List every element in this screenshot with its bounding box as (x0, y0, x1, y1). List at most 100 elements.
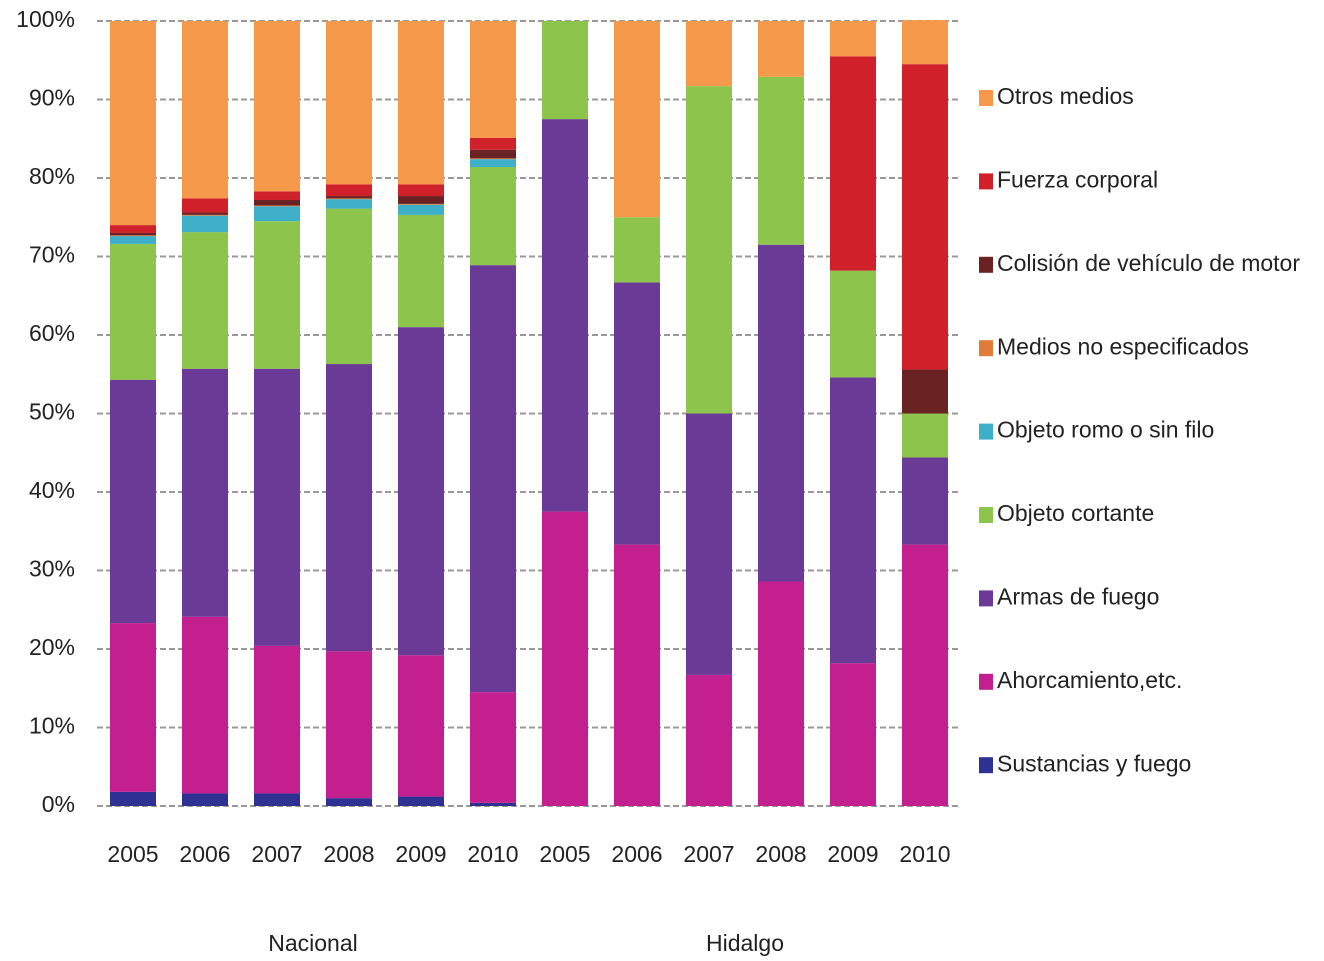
bar-segment (254, 199, 300, 206)
bar-segment (470, 167, 516, 266)
bar-segment (470, 137, 516, 150)
legend-swatch (979, 256, 993, 273)
bar-segment (830, 270, 876, 378)
y-tick-label: 50% (29, 399, 75, 425)
x-tick-label: 2008 (323, 841, 374, 867)
x-tick-label: 2010 (899, 841, 950, 867)
bar-segment (254, 645, 300, 794)
bar-segment (254, 368, 300, 646)
legend-label: Medios no especificados (997, 333, 1249, 359)
bar-segment (470, 802, 516, 806)
legend-label: Objeto cortante (997, 500, 1154, 526)
bar-segment (398, 204, 444, 215)
legend-label: Armas de fuego (997, 583, 1159, 609)
y-tick-label: 20% (29, 634, 75, 660)
bar-segment (326, 21, 372, 185)
group-label: Hidalgo (706, 930, 784, 956)
bar-segment (182, 232, 228, 369)
bar-segment (110, 243, 156, 380)
bar-segment (110, 379, 156, 624)
bar-segment (686, 86, 732, 414)
x-tick-label: 2006 (179, 841, 230, 867)
bar-segment (902, 64, 948, 370)
bar-segment (398, 655, 444, 797)
x-tick-label: 2005 (539, 841, 590, 867)
bar-segment (398, 796, 444, 806)
bar-segment (614, 21, 660, 218)
bar-segment (326, 798, 372, 806)
legend-label: Ahorcamiento,etc. (997, 667, 1182, 693)
bar-segment (182, 368, 228, 617)
bar-segment (182, 198, 228, 213)
y-tick-label: 80% (29, 163, 75, 189)
x-tick-label: 2009 (395, 841, 446, 867)
bar-segment (830, 663, 876, 806)
legend-swatch (979, 590, 993, 607)
x-tick-label: 2007 (251, 841, 302, 867)
bar-segment (326, 199, 372, 209)
group-label: Nacional (268, 930, 358, 956)
bar-segment (182, 793, 228, 806)
bar-segment (398, 184, 444, 197)
y-tick-label: 40% (29, 477, 75, 503)
bar-segment (110, 623, 156, 792)
bar-segment (758, 21, 804, 77)
bar-segment (902, 457, 948, 545)
legend-swatch (979, 423, 993, 440)
bar-segment (470, 692, 516, 803)
legend-swatch (979, 757, 993, 774)
y-tick-label: 0% (42, 791, 75, 817)
bar-segment (686, 413, 732, 675)
bar-segment (830, 377, 876, 664)
bar-segment (758, 244, 804, 582)
x-tick-label: 2007 (683, 841, 734, 867)
bar-segment (614, 217, 660, 283)
legend-label: Objeto romo o sin filo (997, 417, 1214, 443)
x-tick-label: 2009 (827, 841, 878, 867)
bar-segment (182, 616, 228, 794)
bar-segment (182, 214, 228, 216)
bar-segment (470, 21, 516, 138)
bar-segment (470, 149, 516, 159)
bar-segment (902, 369, 948, 414)
bar-segment (398, 327, 444, 656)
legend-label: Sustancias y fuego (997, 750, 1191, 776)
bar-segment (110, 21, 156, 226)
bar-segment (902, 413, 948, 458)
legend-swatch (979, 507, 993, 523)
bar-segment (470, 158, 516, 160)
bar-segment (110, 236, 156, 244)
legend-swatch (979, 340, 993, 357)
y-tick-label: 60% (29, 320, 75, 346)
bar-segment (830, 56, 876, 271)
bar-segment (686, 21, 732, 87)
bar-segment (182, 21, 228, 199)
y-tick-label: 30% (29, 556, 75, 582)
bar-segment (110, 791, 156, 806)
bar-segment (542, 119, 588, 512)
bar-segment (542, 21, 588, 120)
bar-segment (902, 544, 948, 806)
bar-segment (326, 364, 372, 652)
legend-swatch (979, 90, 993, 106)
bar-segment (398, 214, 444, 328)
bar-segment (326, 184, 372, 197)
x-tick-label: 2010 (467, 841, 518, 867)
bar-segment (254, 206, 300, 222)
bar-segment (326, 198, 372, 200)
bar-segment (326, 651, 372, 799)
legend-swatch (979, 173, 993, 190)
legend-label: Colisión de vehículo de motor (997, 250, 1300, 276)
bar-segment (758, 581, 804, 806)
bar-segment (254, 21, 300, 192)
bar-segment (398, 196, 444, 204)
x-tick-label: 2006 (611, 841, 662, 867)
bar-segment (398, 21, 444, 185)
bar-segment (542, 511, 588, 806)
bar-segment (326, 196, 372, 199)
y-tick-label: 10% (29, 713, 75, 739)
bar-segment (254, 191, 300, 200)
bar-segment (326, 208, 372, 365)
bar-segment (470, 265, 516, 693)
